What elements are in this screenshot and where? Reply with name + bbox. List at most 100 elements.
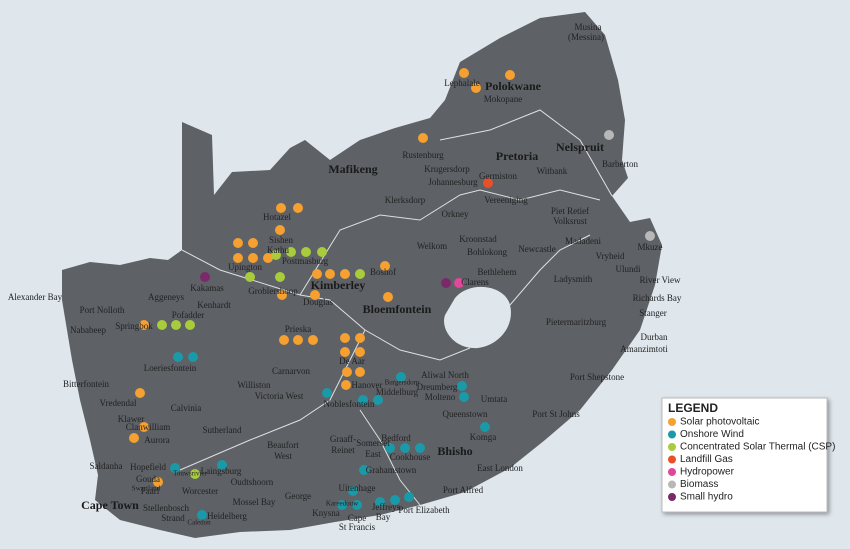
- project-marker: [286, 247, 296, 257]
- project-marker: [341, 380, 351, 390]
- project-marker: [233, 253, 243, 263]
- legend-label: Onshore Wind: [680, 429, 744, 440]
- place-label: Nelspruit: [556, 140, 604, 154]
- project-marker: [337, 500, 347, 510]
- place-label: Volksrust: [553, 216, 587, 226]
- place-label: Laingsburg: [201, 466, 242, 476]
- place-label: Bloemfontein: [363, 302, 432, 316]
- place-label: (Messina): [568, 32, 604, 42]
- place-label: Musina: [575, 22, 602, 32]
- place-label: Barberton: [602, 159, 638, 169]
- project-marker: [375, 497, 385, 507]
- project-marker: [170, 463, 180, 473]
- project-marker: [197, 510, 207, 520]
- place-label: Clanwilliam: [126, 422, 171, 432]
- place-label: Piet Retief: [551, 206, 589, 216]
- place-label: Johannesburg: [428, 177, 478, 187]
- legend-label: Biomass: [680, 479, 718, 490]
- place-label: Calvinia: [171, 403, 202, 413]
- place-label: Klerksdorp: [385, 195, 426, 205]
- project-marker: [380, 261, 390, 271]
- place-label: Dreumberg: [417, 382, 458, 392]
- place-label: Boshof: [370, 267, 396, 277]
- project-marker: [233, 238, 243, 248]
- place-label: Burgersdorp: [385, 379, 420, 387]
- project-marker: [276, 203, 286, 213]
- place-label: Kareedouw: [326, 500, 359, 508]
- project-marker: [359, 465, 369, 475]
- place-label: Caledon: [187, 519, 211, 527]
- place-label: Mafikeng: [328, 162, 377, 176]
- project-marker: [308, 335, 318, 345]
- place-label: Aggeneys: [148, 292, 184, 302]
- place-label: Umtata: [481, 394, 508, 404]
- place-label: Ladysmith: [554, 274, 593, 284]
- place-label: Cookhouse: [390, 452, 431, 462]
- place-label: George: [285, 491, 311, 501]
- place-label: Upington: [228, 262, 263, 272]
- place-label: Groblershoop: [248, 286, 298, 296]
- project-marker: [200, 272, 210, 282]
- project-marker: [190, 469, 200, 479]
- project-marker: [245, 272, 255, 282]
- project-marker: [317, 247, 327, 257]
- place-label: Port Elizabeth: [398, 505, 450, 515]
- project-marker: [139, 422, 149, 432]
- place-label: Kimberley: [311, 278, 366, 292]
- place-label: Noblesfontein: [324, 399, 375, 409]
- project-marker: [383, 292, 393, 302]
- place-label: Oudtshoorn: [231, 477, 274, 487]
- place-label: De Aar: [339, 356, 365, 366]
- project-marker: [293, 203, 303, 213]
- place-label: Worcester: [182, 486, 218, 496]
- place-label: Carnarvon: [272, 366, 310, 376]
- legend-label: Solar photovoltaic: [680, 417, 760, 428]
- project-marker: [310, 290, 320, 300]
- place-label: Queenstown: [443, 409, 488, 419]
- place-label: East London: [477, 463, 523, 473]
- place-label: Beaufort: [267, 440, 299, 450]
- province-borders: [179, 109, 613, 506]
- place-label: Swartland: [132, 485, 161, 493]
- project-marker: [373, 395, 383, 405]
- project-marker: [418, 133, 428, 143]
- project-marker: [171, 320, 181, 330]
- project-marker: [277, 290, 287, 300]
- project-marker: [390, 495, 400, 505]
- project-marker: [342, 367, 352, 377]
- place-label: Bethlehem: [478, 267, 517, 277]
- place-label: Krugersdorp: [424, 164, 470, 174]
- legend-label: Hydropower: [680, 467, 735, 478]
- project-marker: [279, 335, 289, 345]
- place-label: Grahamstown: [366, 465, 417, 475]
- project-marker: [271, 250, 281, 260]
- legend-label: Small hydro: [680, 492, 733, 503]
- project-marker: [185, 320, 195, 330]
- project-marker: [248, 253, 258, 263]
- legend-box: [661, 397, 828, 513]
- place-label: Bay: [376, 512, 391, 522]
- place-label: Port Nolloth: [80, 305, 125, 315]
- place-label: Komga: [470, 432, 497, 442]
- place-label: Postmasburg: [282, 256, 329, 266]
- place-label: Klawer: [118, 414, 145, 424]
- place-label: Madadeni: [565, 236, 601, 246]
- project-marker: [396, 372, 406, 382]
- place-label: Vredendal: [100, 398, 137, 408]
- place-label: Hotazel: [263, 212, 291, 222]
- project-marker: [415, 443, 425, 453]
- place-label: Rustenburg: [402, 150, 444, 160]
- project-marker: [645, 231, 655, 241]
- place-label: St Francis: [339, 522, 376, 532]
- place-label: Saldanha: [90, 461, 123, 471]
- place-label: Vereeniging: [484, 195, 528, 205]
- project-marker: [454, 278, 464, 288]
- project-marker: [340, 269, 350, 279]
- place-label: Kroonstad: [459, 234, 497, 244]
- project-marker: [325, 269, 335, 279]
- project-marker: [348, 486, 358, 496]
- place-label: Germiston: [479, 171, 517, 181]
- legend-swatch: [668, 418, 676, 426]
